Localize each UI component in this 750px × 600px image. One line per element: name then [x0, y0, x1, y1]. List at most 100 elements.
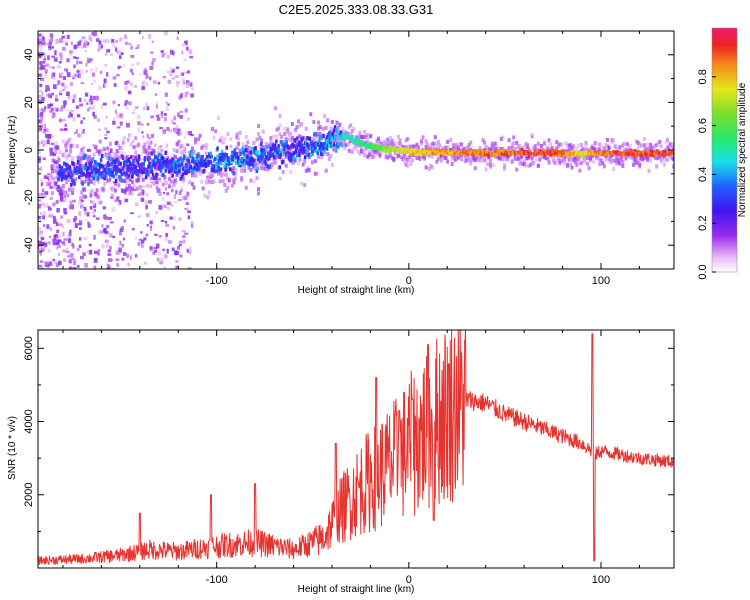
- snr-x-ticks: -100 0 100: [62, 330, 640, 586]
- heatmap-cell: [106, 156, 110, 161]
- heatmap-cell: [44, 203, 49, 208]
- heatmap-cell: [358, 138, 361, 142]
- heatmap-cell: [317, 148, 321, 153]
- heatmap-cell: [148, 200, 152, 204]
- heatmap-cell: [203, 165, 207, 170]
- heatmap-cell: [177, 160, 180, 165]
- heatmap-cell: [178, 131, 182, 136]
- heatmap-cell: [450, 162, 454, 167]
- heatmap-cell: [575, 163, 579, 168]
- heatmap-cell: [386, 145, 390, 149]
- heatmap-cell: [135, 202, 139, 207]
- heatmap-cell: [98, 152, 102, 157]
- heatmap-cell: [96, 162, 99, 167]
- heatmap-cell: [573, 158, 577, 163]
- heatmap-cell: [145, 74, 149, 79]
- heatmap-cell: [310, 159, 314, 164]
- heatmap-cell: [51, 180, 54, 184]
- heatmap-cell: [230, 169, 234, 174]
- heatmap-cell: [70, 204, 75, 210]
- heatmap-cell: [152, 181, 156, 186]
- heatmap-cell: [115, 250, 120, 255]
- heatmap-cell: [38, 141, 41, 146]
- heatmap-cell: [484, 144, 488, 149]
- heatmap-cell: [270, 149, 274, 154]
- heatmap-cell: [105, 164, 109, 169]
- heatmap-cell: [364, 140, 368, 145]
- heatmap-cell: [178, 171, 182, 176]
- heatmap-cell: [97, 168, 101, 173]
- heatmap-cell: [72, 199, 76, 203]
- heatmap-cell: [112, 186, 116, 191]
- heatmap-cell: [99, 164, 103, 169]
- heatmap-cell: [145, 204, 148, 210]
- heatmap-cell: [335, 135, 339, 140]
- heatmap-cell: [218, 152, 222, 157]
- heatmap-cell: [424, 139, 428, 144]
- heatmap-cell: [129, 155, 133, 160]
- heatmap-cell: [187, 267, 192, 269]
- heatmap-cell: [73, 73, 78, 78]
- heatmap-cell: [91, 72, 96, 77]
- heatmap-cell: [347, 125, 351, 130]
- heatmap-cell: [644, 146, 648, 151]
- heatmap-cell: [287, 145, 291, 150]
- heatmap-cell: [283, 132, 287, 137]
- heatmap-cell: [75, 105, 79, 109]
- heatmap-cell: [167, 163, 171, 168]
- heatmap-cell: [439, 153, 443, 158]
- heatmap-cell: [278, 176, 282, 181]
- heatmap-cell: [88, 98, 91, 102]
- heatmap-cell: [38, 158, 41, 163]
- heatmap-cell: [178, 169, 181, 174]
- heatmap-cell: [260, 138, 264, 143]
- heatmap-cell: [79, 196, 83, 201]
- heatmap-cell: [650, 145, 654, 150]
- heatmap-cell: [87, 223, 91, 228]
- heatmap-cell: [182, 239, 186, 244]
- heatmap-cell: [135, 236, 138, 240]
- heatmap-cell: [180, 144, 184, 149]
- heatmap-cell: [121, 189, 125, 194]
- heatmap-cell: [360, 139, 363, 143]
- heatmap-cell: [112, 174, 116, 179]
- heatmap-cell: [569, 162, 573, 167]
- heatmap-cell: [158, 192, 162, 197]
- heatmap-cell: [476, 158, 480, 163]
- heatmap-cell: [95, 144, 98, 149]
- heatmap-cell: [466, 154, 470, 159]
- heatmap-cell: [237, 141, 241, 146]
- heatmap-cell: [202, 168, 205, 173]
- heatmap-cell: [166, 156, 170, 160]
- snr-x-title: Height of straight line (km): [298, 584, 415, 595]
- heatmap-cell: [627, 152, 631, 156]
- heatmap-cell: [107, 249, 111, 253]
- heatmap-cell: [664, 147, 668, 152]
- heatmap-cell: [645, 152, 648, 156]
- heatmap-cell: [249, 178, 253, 183]
- heatmap-cell: [291, 153, 294, 158]
- heatmap-cell: [152, 159, 156, 164]
- heatmap-cell: [147, 172, 150, 177]
- heatmap-cell: [154, 143, 157, 147]
- heatmap-cell: [496, 146, 500, 151]
- heatmap-cell: [159, 113, 162, 117]
- heatmap-cell: [667, 146, 671, 151]
- heatmap-cell: [106, 49, 111, 53]
- heatmap-cell: [190, 181, 194, 186]
- heatmap-cell: [155, 102, 158, 107]
- heatmap-cell: [44, 74, 48, 78]
- heatmap-cell: [419, 155, 423, 160]
- heatmap-cell: [590, 154, 594, 159]
- heatmap-cell: [627, 154, 631, 159]
- heatmap-cell: [492, 163, 496, 168]
- heatmap-cell: [73, 131, 77, 135]
- heatmap-cell: [103, 168, 106, 173]
- heatmap-cell: [170, 168, 173, 173]
- heatmap-cell: [150, 249, 155, 253]
- heatmap-cell: [102, 164, 105, 169]
- heatmap-cell: [102, 206, 106, 210]
- heatmap-cell: [615, 161, 619, 166]
- heatmap-cell: [624, 156, 628, 161]
